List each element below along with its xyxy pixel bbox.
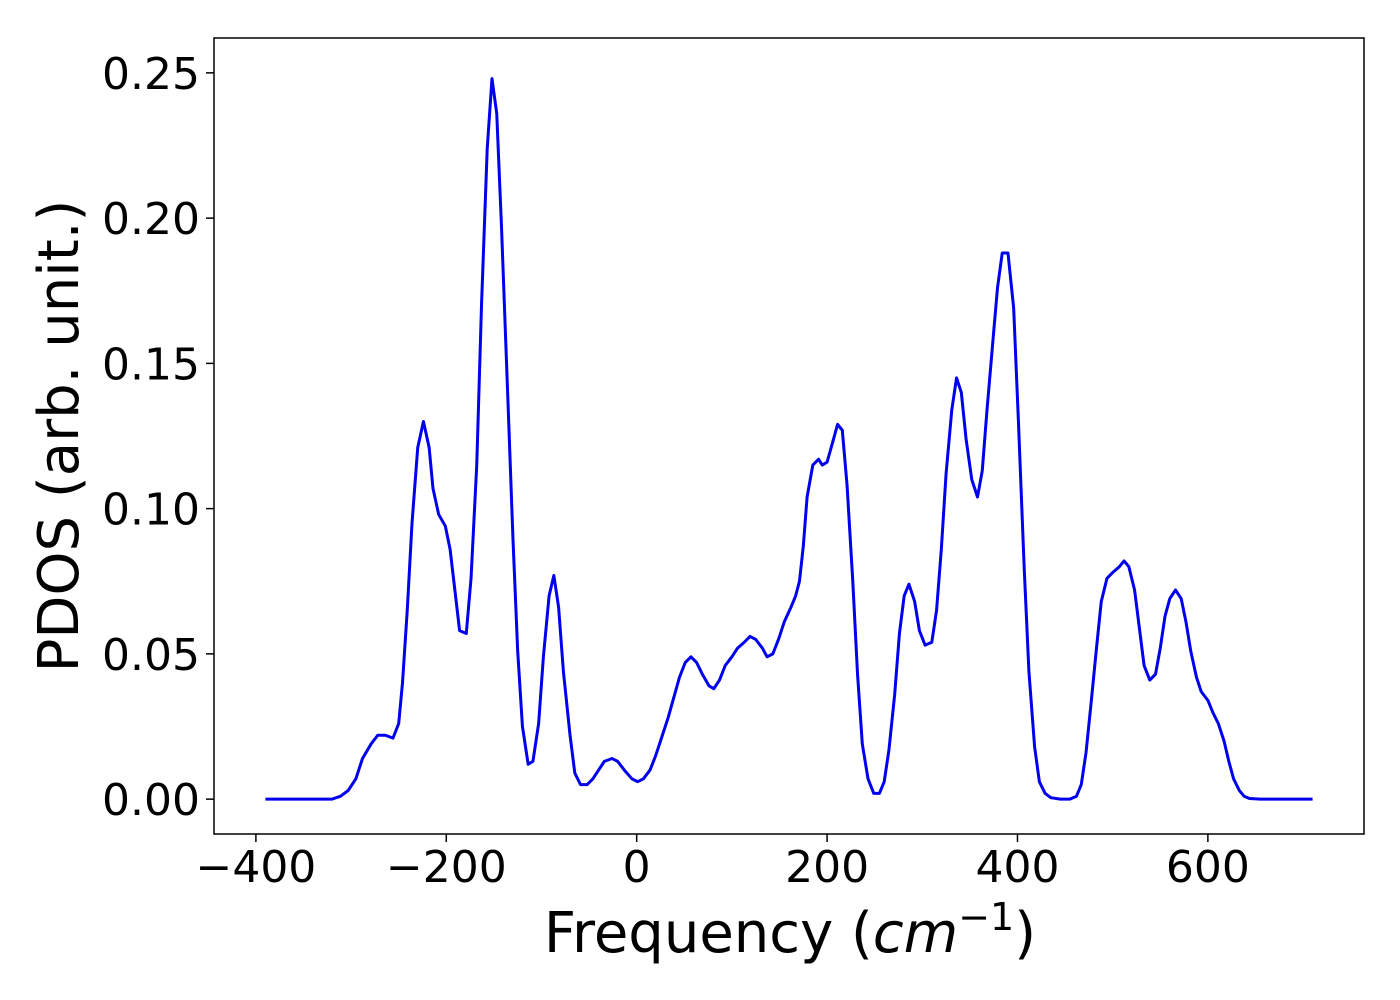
- y-tick-label: 0.00: [102, 775, 200, 826]
- y-axis-label: PDOS (arb. unit.): [27, 200, 92, 673]
- x-label-part: cm: [873, 901, 958, 966]
- y-tick-label: 0.10: [102, 485, 200, 536]
- y-tick-label: 0.15: [102, 339, 200, 390]
- x-tick-label: −200: [386, 842, 507, 893]
- x-label-part: Frequency (: [544, 901, 873, 966]
- x-label-part: −1: [958, 895, 1014, 939]
- x-tick-label: 600: [1166, 842, 1250, 893]
- x-tick-label: 400: [975, 842, 1059, 893]
- y-tick-label: 0.05: [102, 630, 200, 681]
- plot-frame: [213, 37, 1365, 835]
- y-tick-label: 0.25: [102, 49, 200, 100]
- x-tick-label: 0: [623, 842, 651, 893]
- line: [265, 77, 1313, 801]
- x-tick-label: 200: [785, 842, 869, 893]
- x-tick-label: −400: [195, 842, 316, 893]
- x-label-part: ): [1014, 901, 1036, 966]
- x-axis-label: Frequency (cm−1): [544, 895, 1036, 966]
- y-tick-label: 0.20: [102, 194, 200, 245]
